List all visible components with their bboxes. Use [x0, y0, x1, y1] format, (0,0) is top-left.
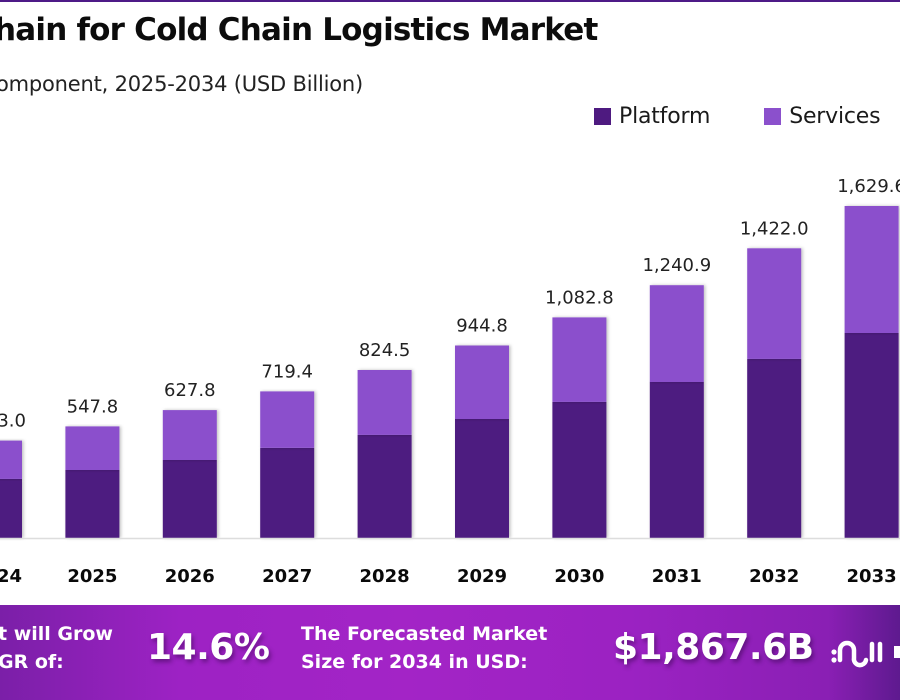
bar-platform-2031 — [649, 381, 704, 538]
chart-subtitle: omponent, 2025-2034 (USD Billion) — [0, 72, 363, 96]
total-label-24: 3.0 — [0, 411, 26, 432]
legend-swatch-platform — [594, 108, 611, 125]
cagr-text: t will Grow GR of: — [0, 620, 113, 676]
forecast-text-line2: Size for 2034 in USD: — [301, 651, 528, 673]
x-tick-2028: 2028 — [360, 566, 410, 587]
bar-services-2033 — [844, 206, 899, 333]
bar-services-2030 — [552, 317, 607, 402]
bar-services-2032 — [747, 248, 802, 359]
total-label-2030: 1,082.8 — [545, 287, 614, 308]
total-label-2032: 1,422.0 — [740, 218, 809, 239]
total-label-2031: 1,240.9 — [642, 255, 711, 276]
top-accent-line — [0, 0, 900, 2]
bar-services-2026 — [162, 410, 217, 460]
forecast-text: The Forecasted Market Size for 2034 in U… — [301, 620, 547, 676]
bar-platform-2033 — [844, 333, 899, 538]
x-tick-2033: 2033 — [847, 566, 897, 587]
legend-item-platform: Platform — [594, 104, 710, 129]
total-label-2029: 944.8 — [456, 316, 508, 337]
bar-platform-24 — [0, 478, 22, 538]
x-tick-2025: 2025 — [67, 566, 117, 587]
legend-item-services: Services — [764, 104, 881, 129]
brand-logo-icon — [831, 640, 900, 668]
bar-platform-2032 — [747, 358, 802, 538]
legend-swatch-services — [764, 108, 782, 125]
legend-label-platform: Platform — [619, 104, 711, 129]
forecast-text-line1: The Forecasted Market — [301, 623, 548, 645]
bar-chart: 3.0 24 547.8 2025 627.8 2026 719.4 2027 824.5 202… — [0, 176, 900, 587]
bar-services-2025 — [65, 426, 120, 470]
bar-platform-2027 — [260, 448, 315, 538]
bar-services-2029 — [455, 345, 509, 419]
bars-group — [0, 206, 899, 538]
chart-title: hain for Cold Chain Logistics Market — [0, 12, 598, 48]
summary-banner — [0, 605, 900, 700]
bar-platform-2029 — [455, 419, 509, 538]
total-label-2027: 719.4 — [261, 361, 313, 382]
x-tick-2030: 2030 — [554, 566, 604, 587]
bar-services-2031 — [649, 285, 704, 382]
total-label-2033: 1,629.6 — [837, 176, 900, 197]
x-tick-2027: 2027 — [262, 566, 312, 587]
bar-platform-2025 — [65, 470, 120, 538]
bar-platform-2026 — [162, 460, 217, 538]
bar-platform-2030 — [552, 401, 607, 538]
total-label-2028: 824.5 — [359, 340, 411, 361]
bar-services-24 — [0, 440, 22, 479]
x-tick-2026: 2026 — [165, 566, 215, 587]
x-tick-2029: 2029 — [457, 566, 507, 587]
legend-label-services: Services — [789, 104, 881, 129]
forecast-value: $1,867.6B — [613, 627, 814, 668]
total-label-2025: 547.8 — [67, 396, 119, 417]
cagr-text-line1: t will Grow — [0, 623, 113, 645]
bar-platform-2028 — [357, 434, 412, 538]
cagr-value: 14.6% — [147, 627, 270, 668]
bar-services-2027 — [260, 391, 315, 448]
legend: Platform Services — [594, 104, 900, 129]
x-tick-2031: 2031 — [652, 566, 702, 587]
cagr-text-line2: GR of: — [0, 651, 64, 673]
total-label-2026: 627.8 — [164, 380, 216, 401]
x-tick-24: 24 — [0, 566, 22, 587]
x-tick-2032: 2032 — [749, 566, 799, 587]
labels-group: 3.0 24 547.8 2025 627.8 2026 719.4 2027 824.5 202… — [0, 176, 900, 587]
bar-services-2028 — [357, 370, 412, 435]
